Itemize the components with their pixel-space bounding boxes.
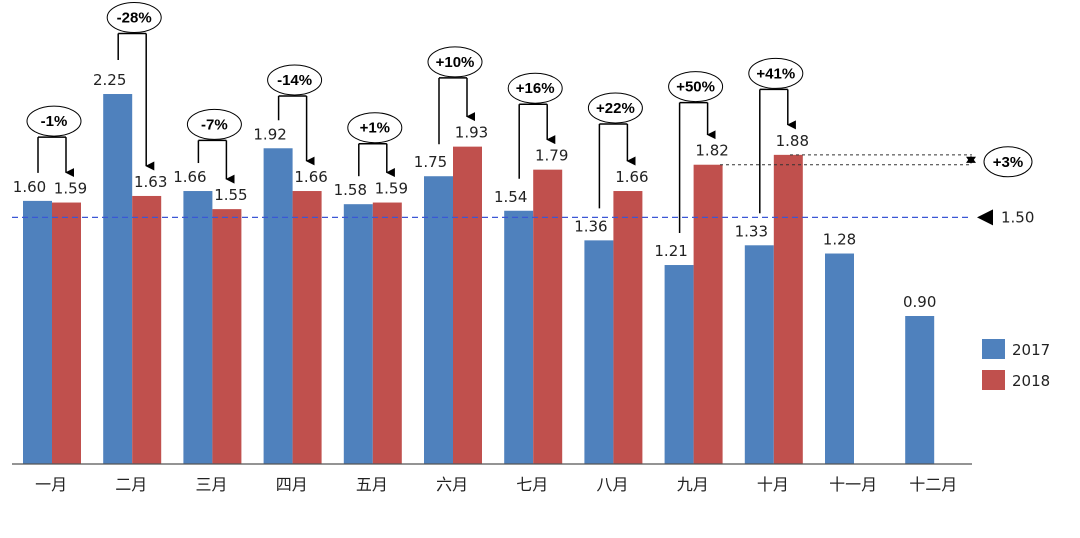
x-tick-label: 四月 — [276, 475, 308, 494]
bar-2018 — [453, 146, 482, 464]
data-label-2017: 1.21 — [654, 242, 687, 260]
bar-2017 — [504, 210, 534, 464]
bar-2018 — [613, 191, 643, 464]
data-label-2018: 1.93 — [455, 124, 488, 142]
data-label-2018: 1.59 — [54, 180, 87, 198]
x-tick-label: 七月 — [516, 475, 548, 494]
change-oval — [106, 2, 162, 34]
data-label-2017: 1.58 — [334, 181, 367, 199]
change-percent: +22% — [596, 100, 635, 117]
bar-2017 — [664, 265, 694, 464]
x-tick-label: 十二月 — [909, 475, 957, 494]
reference-label: 1.50 — [1001, 208, 1034, 226]
data-label-2018: 1.59 — [375, 180, 408, 198]
change-annotations: 1.50 -1% -28% -7% -14% +1% +10% +16% +22% +50% +41… — [12, 2, 1034, 234]
change-percent: +41% — [756, 65, 795, 82]
bar-2017 — [343, 204, 373, 464]
bar-2018 — [773, 154, 803, 465]
bar-2017 — [744, 245, 774, 464]
reference-marker-icon — [977, 209, 993, 226]
bar-2017 — [263, 148, 293, 464]
change-oval — [26, 105, 82, 137]
bar-2018 — [693, 164, 723, 465]
data-label-2017: 1.66 — [173, 168, 206, 186]
change-oval — [668, 71, 724, 103]
bar-2017 — [23, 200, 52, 464]
comparison-arrow-icon — [966, 156, 976, 164]
bar-2017 — [424, 176, 453, 465]
data-label-2018: 1.79 — [535, 147, 568, 165]
bar-2017 — [905, 316, 935, 464]
change-percent: +1% — [360, 120, 390, 137]
legend-label: 2017 — [1012, 341, 1050, 359]
x-tick-label: 二月 — [115, 475, 147, 494]
bar-2018 — [292, 191, 322, 464]
data-label-2018: 1.88 — [776, 132, 809, 150]
data-label-2017: 1.33 — [735, 222, 768, 240]
x-tick-label: 五月 — [356, 475, 388, 494]
bar-2018 — [52, 202, 81, 464]
change-percent: -28% — [117, 10, 152, 27]
data-label-2017: 1.92 — [253, 125, 286, 143]
data-label-2017: 2.25 — [93, 71, 126, 89]
bar-2017 — [183, 191, 213, 464]
data-label-2017: 1.75 — [414, 153, 447, 171]
change-oval — [587, 92, 643, 124]
x-tick-label: 九月 — [677, 475, 709, 494]
change-oval — [748, 57, 804, 89]
bar-2018 — [132, 195, 162, 464]
change-percent: -14% — [277, 72, 312, 89]
legend-label: 2018 — [1012, 372, 1050, 390]
change-percent: +50% — [676, 79, 715, 96]
data-label-2018: 1.63 — [134, 173, 167, 191]
change-oval — [427, 46, 483, 78]
x-tick-label: 十一月 — [829, 475, 877, 494]
x-axis: 一月 二月 三月 四月 五月 六月 七月 八月 九月 十月 十一月 十二月 — [12, 463, 972, 494]
change-percent: +16% — [516, 80, 555, 97]
data-label-2018: 1.55 — [214, 186, 247, 204]
x-tick-label: 八月 — [596, 475, 628, 494]
data-label-2017: 1.54 — [494, 188, 527, 206]
x-tick-label: 六月 — [436, 475, 468, 494]
legend-swatch — [982, 370, 1005, 390]
data-label-2018: 1.82 — [695, 142, 728, 160]
bars-group: 1.60 1.59 2.25 1.63 1.66 1.55 1.92 1.66 1.58 1.59… — [13, 71, 936, 465]
bar-2017 — [825, 253, 854, 464]
change-oval — [267, 64, 323, 96]
bar-2018 — [212, 209, 242, 464]
bar-2017 — [103, 94, 133, 464]
change-oval — [507, 72, 563, 104]
bar-2018 — [372, 202, 402, 464]
x-tick-label: 一月 — [35, 475, 67, 494]
bar-2018 — [533, 169, 563, 464]
legend: 2017 2018 — [982, 339, 1050, 390]
change-oval — [347, 112, 403, 144]
change-percent: -7% — [201, 116, 228, 133]
change-percent: +10% — [436, 54, 475, 71]
data-label-2018: 1.66 — [615, 168, 648, 186]
change-percent: -1% — [41, 113, 68, 130]
comparison-label: +3% — [993, 154, 1023, 171]
data-label-2017: 1.28 — [823, 231, 856, 249]
bar-2017 — [584, 240, 614, 464]
change-oval — [186, 108, 242, 140]
data-label-2018: 1.66 — [294, 168, 327, 186]
comparison-oval — [983, 146, 1033, 178]
legend-swatch — [982, 339, 1005, 359]
data-label-2017: 0.90 — [903, 293, 936, 311]
data-label-2017: 1.36 — [574, 217, 607, 235]
x-tick-label: 十月 — [757, 475, 789, 494]
x-tick-label: 三月 — [195, 475, 227, 494]
data-label-2017: 1.60 — [13, 178, 46, 196]
